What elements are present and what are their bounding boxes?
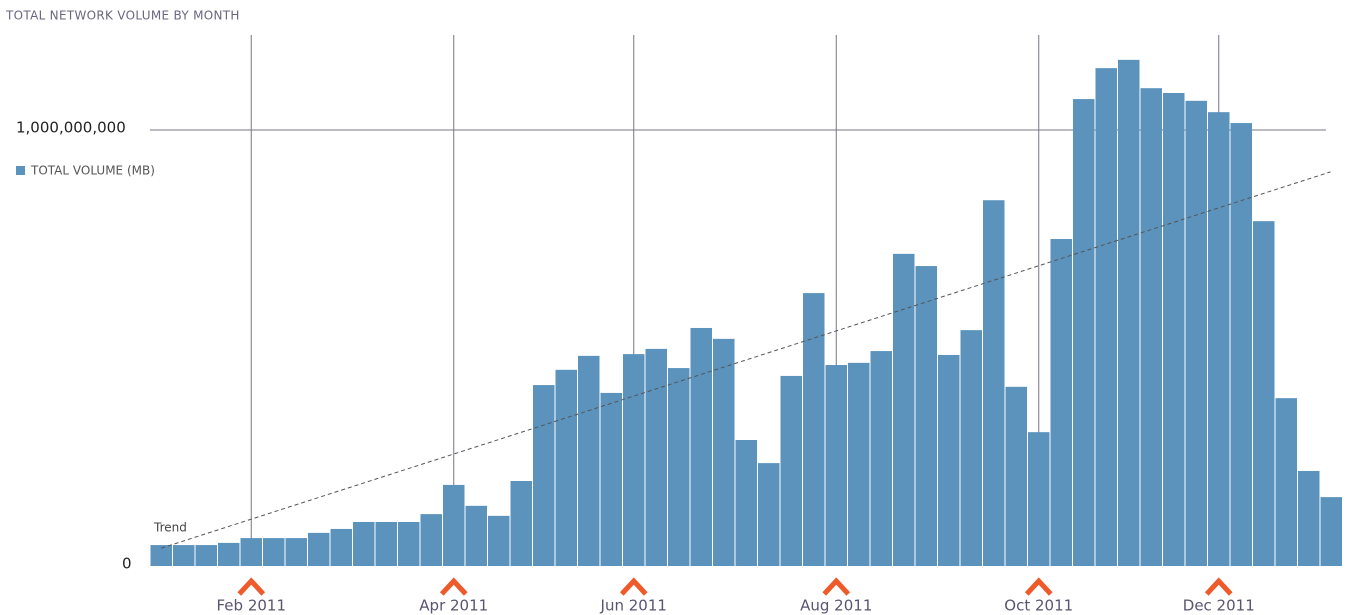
bar bbox=[735, 440, 757, 566]
trend-label: Trend bbox=[153, 521, 187, 535]
bar bbox=[623, 354, 645, 566]
bar bbox=[285, 538, 307, 566]
caret bbox=[439, 577, 468, 596]
bar bbox=[915, 266, 937, 566]
bar bbox=[1275, 398, 1297, 566]
bar bbox=[173, 545, 195, 566]
bar bbox=[465, 505, 487, 566]
bar bbox=[803, 293, 825, 566]
bar bbox=[150, 545, 172, 566]
bar bbox=[1095, 68, 1117, 567]
bar bbox=[308, 532, 330, 566]
bar bbox=[1028, 432, 1050, 566]
bar bbox=[555, 369, 577, 566]
legend-swatch bbox=[16, 166, 25, 175]
bar bbox=[983, 200, 1005, 566]
bar bbox=[893, 253, 915, 566]
caret bbox=[1204, 577, 1233, 596]
bar bbox=[218, 542, 240, 566]
caret bbox=[822, 577, 851, 596]
bar bbox=[1298, 470, 1320, 566]
y-tick-label: 1,000,000,000 bbox=[16, 119, 126, 137]
bar bbox=[375, 521, 397, 566]
bar bbox=[645, 348, 667, 566]
bar bbox=[1253, 221, 1275, 567]
bar bbox=[240, 538, 262, 566]
y-tick-label: 0 bbox=[122, 555, 132, 573]
bar bbox=[353, 521, 375, 566]
bar bbox=[533, 385, 555, 566]
x-tick-label: Feb 2011 bbox=[217, 597, 287, 615]
bar bbox=[1118, 59, 1140, 566]
bar bbox=[510, 480, 532, 566]
caret bbox=[237, 577, 266, 596]
bar bbox=[263, 538, 285, 566]
bar bbox=[1208, 112, 1230, 566]
bar bbox=[780, 375, 802, 566]
bar bbox=[195, 545, 217, 566]
bar bbox=[1140, 88, 1162, 566]
bar bbox=[870, 351, 892, 566]
caret bbox=[1024, 577, 1053, 596]
bar bbox=[1005, 386, 1027, 566]
bar bbox=[488, 515, 510, 566]
legend-label: TOTAL VOLUME (MB) bbox=[30, 164, 155, 178]
caret bbox=[619, 577, 648, 596]
bar bbox=[1230, 123, 1252, 567]
bar bbox=[758, 463, 780, 566]
chart-title: TOTAL NETWORK VOLUME BY MONTH bbox=[5, 9, 240, 23]
trend-line bbox=[161, 171, 1331, 549]
bar bbox=[1163, 92, 1185, 566]
bar bbox=[825, 365, 847, 566]
bar bbox=[443, 484, 465, 566]
bar bbox=[713, 338, 735, 566]
bar bbox=[1185, 100, 1207, 566]
x-tick-label: Aug 2011 bbox=[800, 597, 872, 615]
bar bbox=[398, 521, 420, 566]
x-tick-label: Dec 2011 bbox=[1183, 597, 1255, 615]
x-tick-label: Oct 2011 bbox=[1004, 597, 1073, 615]
bar bbox=[1320, 497, 1342, 566]
bar bbox=[668, 368, 690, 566]
bar bbox=[938, 354, 960, 566]
bar bbox=[960, 330, 982, 566]
bar bbox=[1050, 239, 1072, 567]
bar bbox=[330, 528, 352, 566]
bar bbox=[420, 514, 442, 566]
bar bbox=[848, 362, 870, 566]
bar bbox=[600, 392, 622, 566]
bar bbox=[690, 327, 712, 566]
x-tick-label: Apr 2011 bbox=[419, 597, 488, 615]
bar bbox=[1073, 99, 1095, 566]
bar bbox=[578, 355, 600, 566]
x-tick-label: Jun 2011 bbox=[600, 597, 667, 615]
